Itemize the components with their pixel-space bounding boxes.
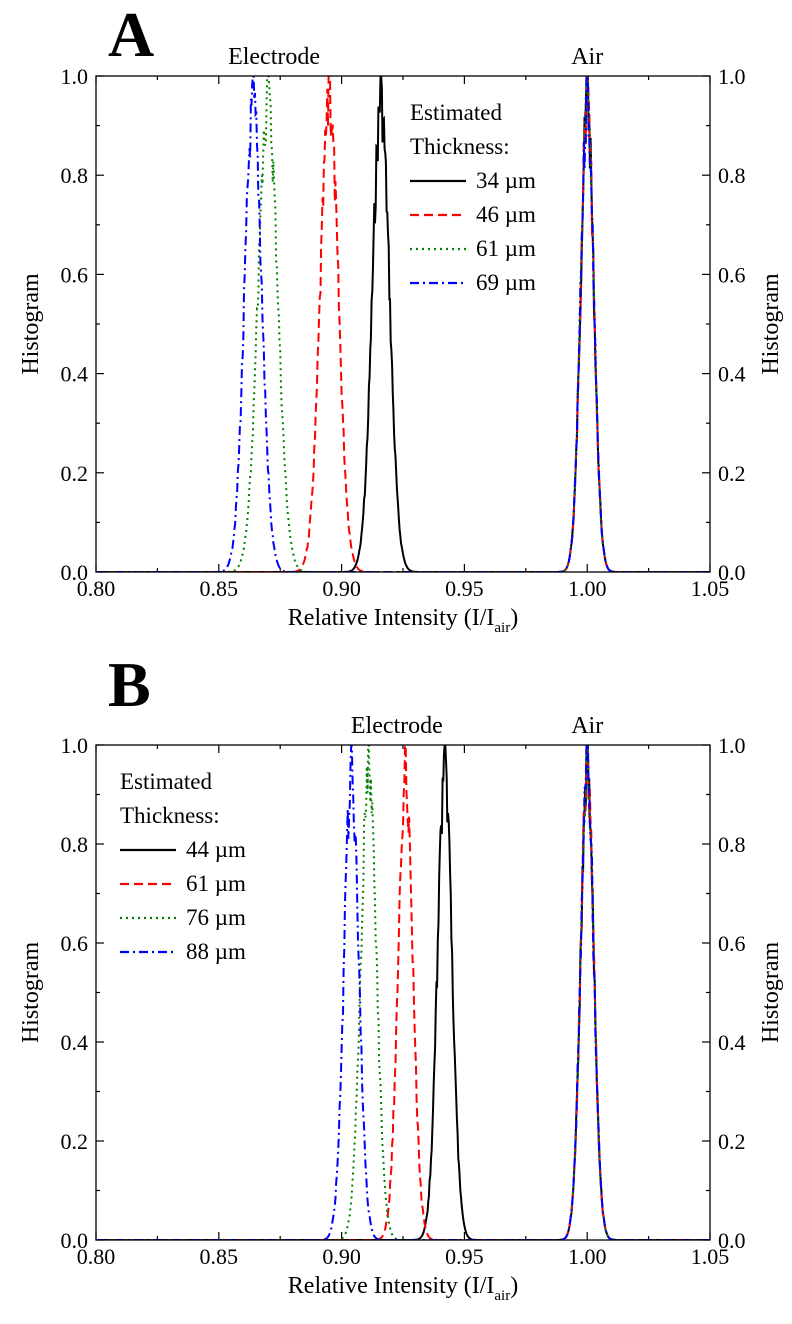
x-tick-label: 0.85 <box>200 1244 239 1269</box>
x-tick-label: 1.05 <box>691 576 730 601</box>
y-tick-label-left: 0.4 <box>61 1030 89 1055</box>
x-tick-label: 0.80 <box>77 576 116 601</box>
series-line-2 <box>96 76 710 572</box>
y-tick-label-right: 0.6 <box>718 262 746 287</box>
plot-frame <box>95 75 711 573</box>
panel-letter: A <box>108 0 154 70</box>
y-tick-label-right: 0.0 <box>718 560 746 585</box>
y-tick-label-left: 0.2 <box>61 461 89 486</box>
annotation-air: Air <box>571 713 603 739</box>
y-axis-label-right: Histogram <box>758 273 784 375</box>
x-tick-label: 1.05 <box>691 1244 730 1269</box>
x-tick-label: 0.95 <box>445 1244 484 1269</box>
legend: Estimated Thickness: 34 µm 46 µm 61 µm 69 µm <box>410 100 536 295</box>
legend-title-line: Estimated <box>410 100 502 125</box>
x-tick-label: 0.90 <box>322 1244 361 1269</box>
legend-label: 34 µm <box>476 168 536 193</box>
x-tick-label: 0.90 <box>322 576 361 601</box>
panel-letter: B <box>108 649 151 720</box>
plot-frame <box>95 744 711 1241</box>
legend-label: 44 µm <box>186 837 246 862</box>
annotation-electrode: Electrode <box>351 713 443 739</box>
y-tick-label-right: 0.4 <box>718 1030 746 1055</box>
series-line-4 <box>96 76 710 572</box>
y-tick-label-left: 0.4 <box>61 362 89 387</box>
y-tick-label-right: 0.4 <box>718 362 746 387</box>
series-line-1 <box>96 76 710 572</box>
y-tick-label-left: 0.6 <box>61 262 89 287</box>
y-axis-label-left: Histogram <box>18 273 44 375</box>
y-tick-label-right: 0.8 <box>718 832 746 857</box>
x-tick-label: 0.80 <box>77 1244 116 1269</box>
y-tick-label-left: 0.2 <box>61 1129 89 1154</box>
x-tick-label: 0.95 <box>445 576 484 601</box>
y-tick-label-right: 0.8 <box>718 163 746 188</box>
y-axis-label-right: Histogram <box>758 942 784 1044</box>
legend-title-line: Thickness: <box>120 803 220 828</box>
annotation-electrode: Electrode <box>228 44 320 70</box>
series-line-3 <box>96 745 710 1240</box>
x-tick-label: 1.00 <box>568 1244 607 1269</box>
y-tick-label-left: 0.0 <box>61 560 89 585</box>
chart-panel-a: A0.80 0.85 0.90 0.95 1.00 1.050.0 0.00.2 0.20.4… <box>18 0 784 636</box>
y-tick-label-left: 0.0 <box>61 1228 89 1253</box>
series-line-3 <box>96 76 710 572</box>
y-tick-label-right: 0.2 <box>718 1129 746 1154</box>
y-tick-label-left: 1.0 <box>61 64 89 89</box>
annotation-air: Air <box>571 44 603 70</box>
y-tick-label-right: 1.0 <box>718 733 746 758</box>
y-tick-label-left: 0.8 <box>61 163 89 188</box>
x-tick-label: 0.85 <box>200 576 239 601</box>
legend-label: 69 µm <box>476 270 536 295</box>
legend-label: 76 µm <box>186 905 246 930</box>
chart-panel-b: B0.80 0.85 0.90 0.95 1.00 1.050.0 0.00.2 0.20.4… <box>18 649 784 1304</box>
legend-label: 61 µm <box>186 871 246 896</box>
y-tick-label-left: 0.8 <box>61 832 89 857</box>
y-tick-label-right: 0.2 <box>718 461 746 486</box>
y-tick-label-left: 1.0 <box>61 733 89 758</box>
y-tick-label-right: 0.6 <box>718 931 746 956</box>
legend-title-line: Thickness: <box>410 134 510 159</box>
legend-title-line: Estimated <box>120 769 212 794</box>
legend-label: 46 µm <box>476 202 536 227</box>
x-axis-label: Relative Intensity (I/Iair) <box>288 1273 518 1304</box>
y-tick-label-left: 0.6 <box>61 931 89 956</box>
x-tick-label: 1.00 <box>568 576 607 601</box>
y-tick-label-right: 1.0 <box>718 64 746 89</box>
x-axis-label: Relative Intensity (I/Iair) <box>288 605 518 636</box>
legend-label: 61 µm <box>476 236 536 261</box>
legend-label: 88 µm <box>186 939 246 964</box>
y-tick-label-right: 0.0 <box>718 1228 746 1253</box>
y-axis-label-left: Histogram <box>18 942 44 1044</box>
legend: Estimated Thickness: 44 µm 61 µm 76 µm 88 µm <box>120 769 246 964</box>
